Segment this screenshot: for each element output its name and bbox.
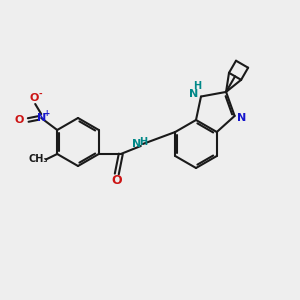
- Text: -: -: [39, 89, 43, 98]
- Text: +: +: [44, 109, 50, 118]
- Text: O: O: [14, 115, 24, 125]
- Text: O: O: [29, 93, 39, 103]
- Text: N: N: [132, 139, 141, 149]
- Text: O: O: [112, 175, 122, 188]
- Text: N: N: [189, 88, 199, 98]
- Text: CH₃: CH₃: [28, 154, 48, 164]
- Text: H: H: [139, 137, 147, 147]
- Text: H: H: [193, 80, 201, 91]
- Text: N: N: [37, 113, 46, 123]
- Text: N: N: [237, 113, 246, 123]
